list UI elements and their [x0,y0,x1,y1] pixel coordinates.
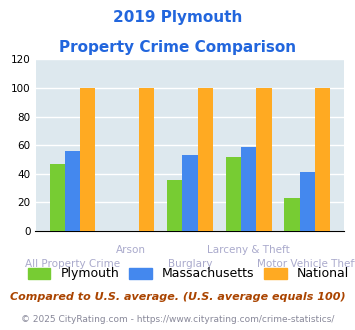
Text: All Property Crime: All Property Crime [25,259,120,269]
Text: 2019 Plymouth: 2019 Plymouth [113,10,242,25]
Bar [241,147,256,231]
Text: © 2025 CityRating.com - https://www.cityrating.com/crime-statistics/: © 2025 CityRating.com - https://www.city… [21,315,334,324]
Text: Larceny & Theft: Larceny & Theft [207,245,290,255]
Text: Motor Vehicle Theft: Motor Vehicle Theft [257,259,355,269]
Bar [256,88,272,231]
Bar [198,88,213,231]
Bar [284,198,300,231]
Bar [167,180,182,231]
Bar [80,88,95,231]
Legend: Plymouth, Massachusetts, National: Plymouth, Massachusetts, National [24,264,353,284]
Text: Burglary: Burglary [168,259,212,269]
Text: Compared to U.S. average. (U.S. average equals 100): Compared to U.S. average. (U.S. average … [10,292,345,302]
Bar [139,88,154,231]
Bar [50,164,65,231]
Bar [182,155,198,231]
Text: Property Crime Comparison: Property Crime Comparison [59,40,296,54]
Bar [300,172,315,231]
Bar [65,151,80,231]
Bar [315,88,330,231]
Bar [226,157,241,231]
Text: Arson: Arson [116,245,146,255]
